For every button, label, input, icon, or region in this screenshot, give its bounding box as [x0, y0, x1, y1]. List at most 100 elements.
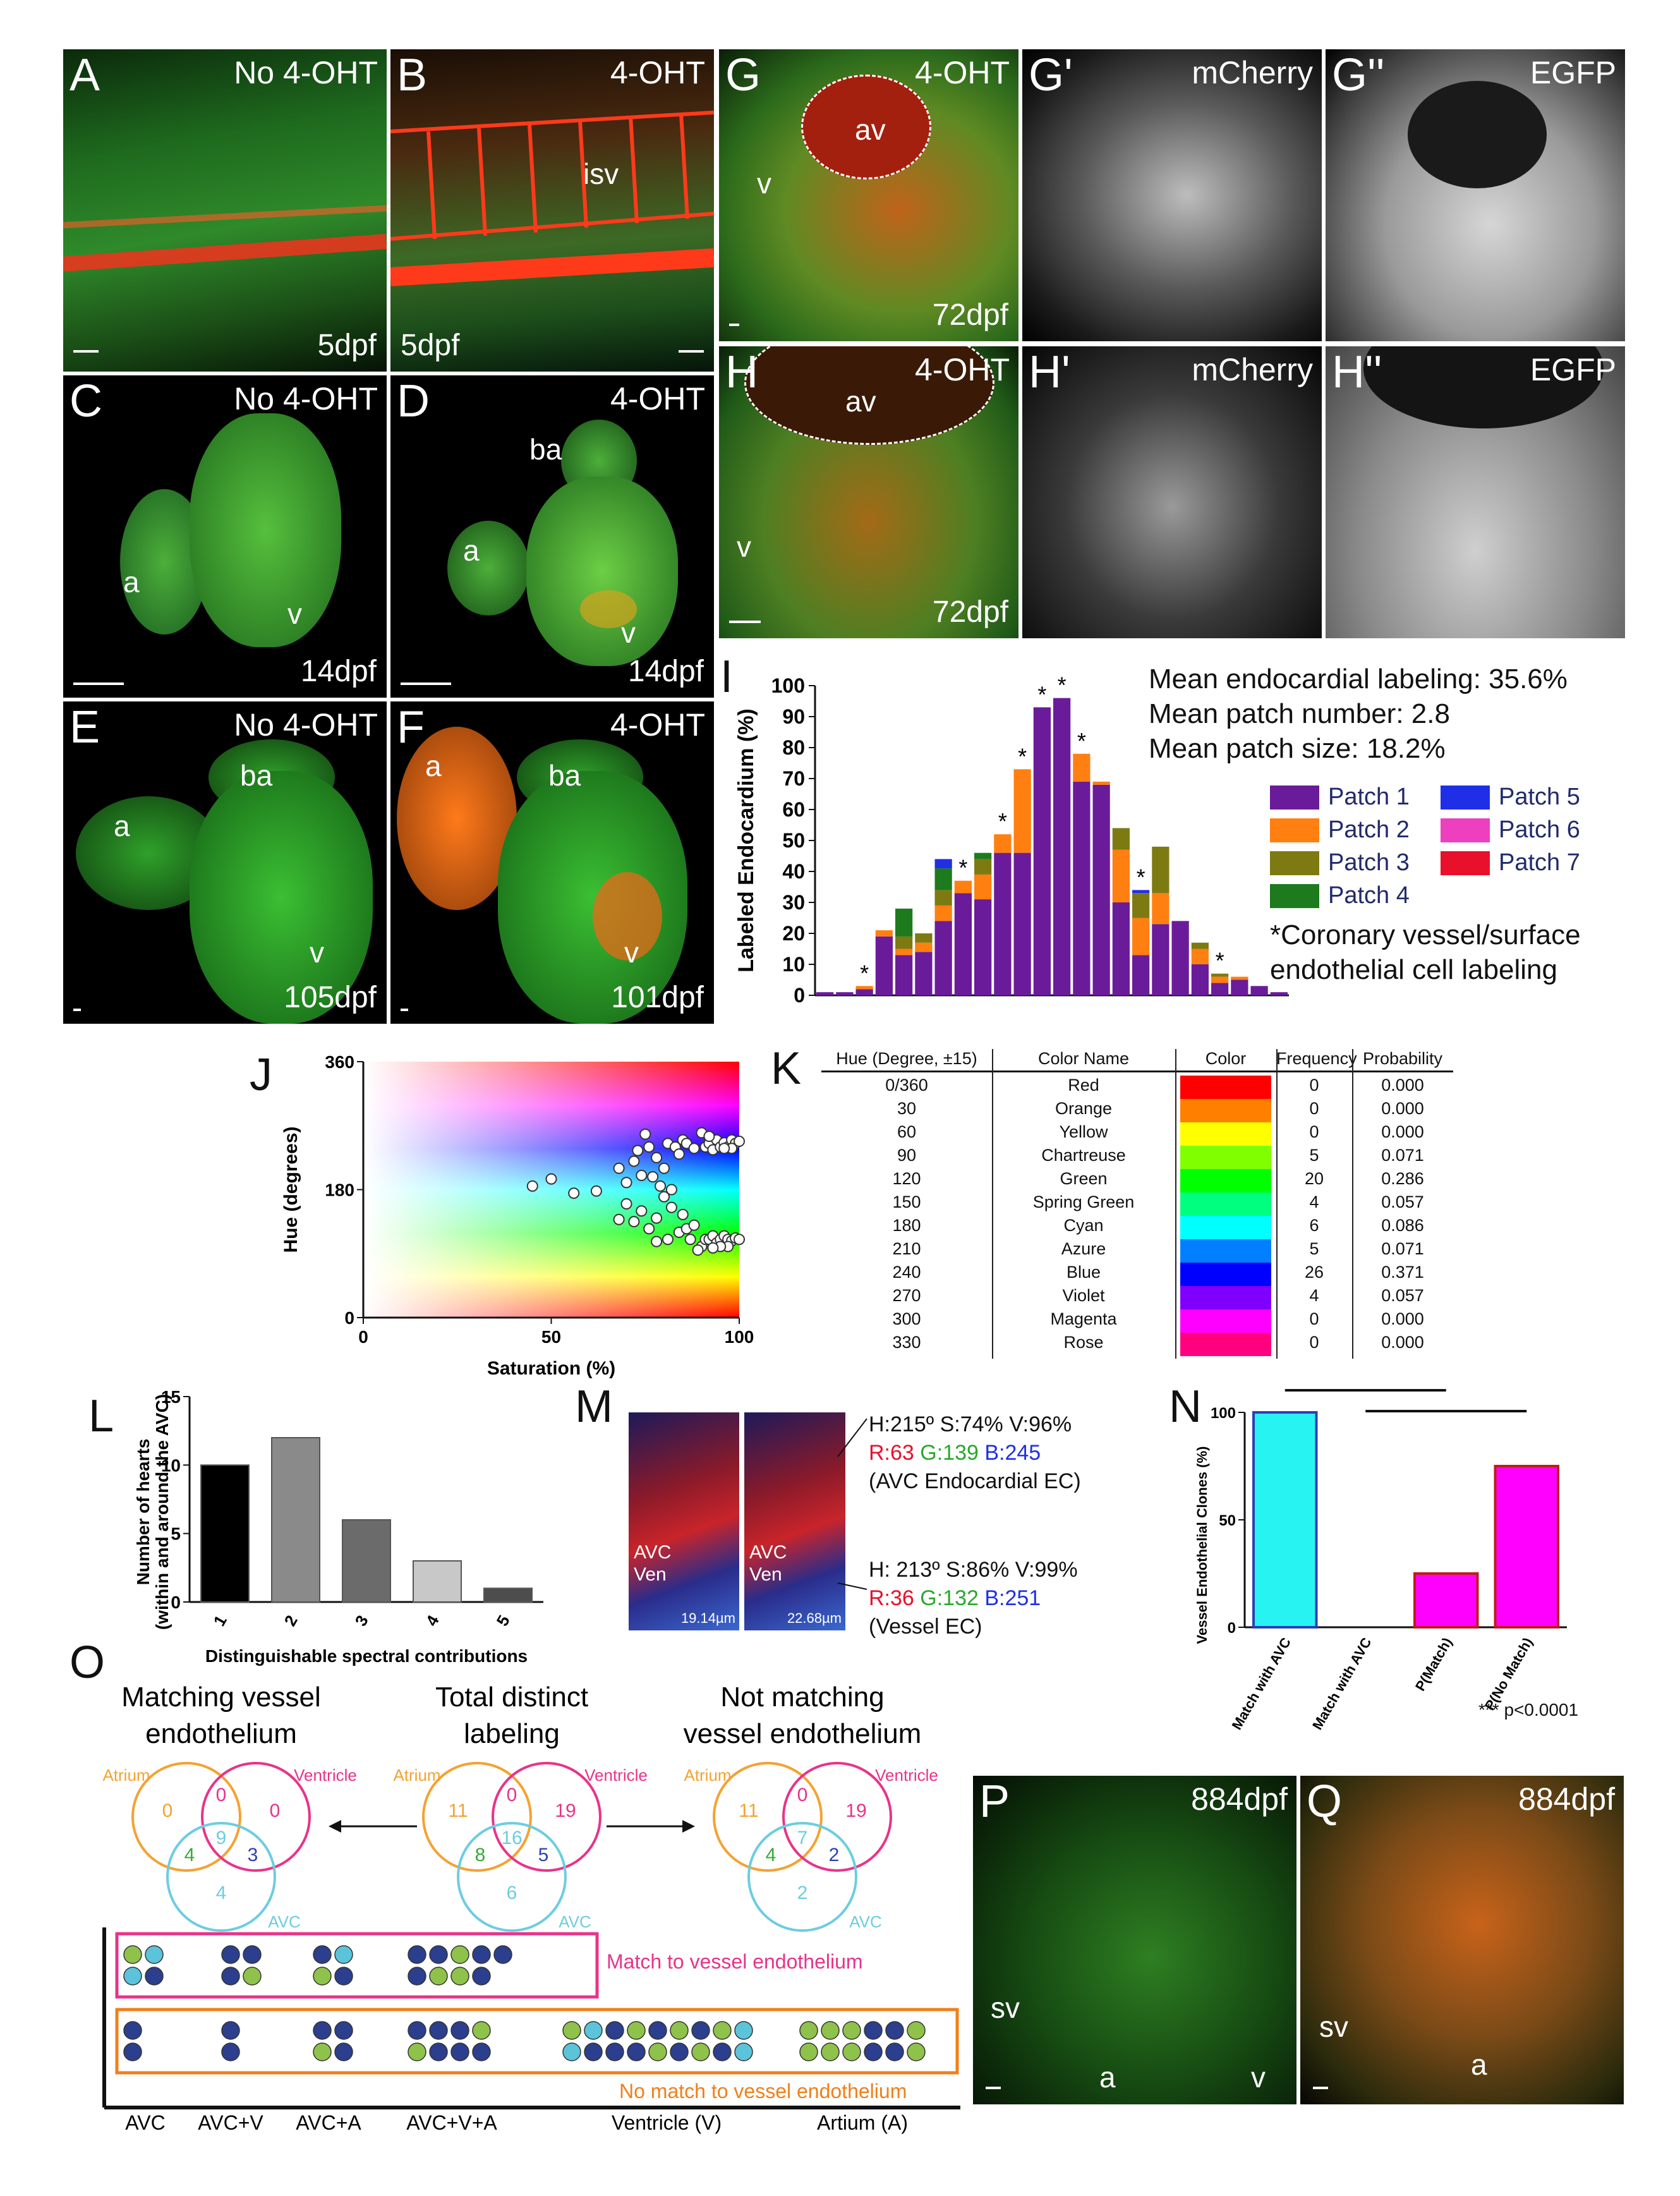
panel-f-image: F 4-OHT 101dpf a ba v	[390, 701, 714, 1024]
color-swatch	[1180, 1286, 1271, 1309]
legend-swatch	[1270, 785, 1319, 810]
bar	[1413, 1572, 1479, 1629]
table-row: 210 Azure 5 0.071	[821, 1239, 1453, 1263]
clone-dot	[221, 1967, 240, 1986]
name-cell: Spring Green	[1032, 1192, 1135, 1211]
atrium-label: Atrium	[393, 1766, 440, 1785]
panel-letter-l: L	[88, 1391, 114, 1441]
bar-segment	[1132, 955, 1150, 995]
ven-label: Ven	[749, 1564, 782, 1585]
x-tick-label: 3	[351, 1612, 372, 1630]
condition-label: No 4-OHT	[234, 707, 378, 743]
data-point	[620, 1198, 632, 1210]
match-label: Match to vessel endothelium	[607, 1950, 863, 1973]
legend-item: Patch 5	[1441, 784, 1580, 811]
bar-segment	[954, 880, 972, 894]
data-point	[684, 1234, 696, 1246]
coronary-star: *	[1216, 948, 1224, 974]
scale-bar	[729, 324, 739, 326]
y-tick-label: 5	[171, 1524, 181, 1544]
data-point	[677, 1208, 689, 1220]
ventricle-label: Ventricle	[875, 1766, 938, 1785]
category-label: AVC+A	[296, 2111, 361, 2134]
bar-segment	[1191, 949, 1209, 964]
legend-label: Patch 1	[1328, 784, 1410, 810]
data-point	[734, 1234, 745, 1246]
bar-segment	[954, 893, 972, 995]
panel-letter: D	[397, 376, 430, 427]
y-tick-label: 60	[782, 798, 805, 821]
hue-cell: 180	[892, 1216, 921, 1235]
panel-letter: G''	[1332, 50, 1385, 100]
bar-segment	[1132, 890, 1150, 894]
panel-c-image: C No 4-OHT 14dpf a v	[63, 375, 387, 698]
panel-letter: C	[69, 376, 102, 427]
condition-label: 4-OHT	[915, 55, 1010, 90]
y-tick-label: 20	[782, 922, 805, 945]
data-point	[665, 1184, 677, 1196]
clone-dot	[221, 2021, 240, 2040]
legend-swatch	[1441, 785, 1490, 810]
bar-segment	[1231, 976, 1248, 980]
scale-bar	[73, 350, 99, 353]
age-label: 105dpf	[284, 981, 377, 1014]
legend-label: Patch 3	[1328, 849, 1410, 876]
atrium-circle	[422, 1762, 532, 1872]
bar-segment	[994, 834, 1012, 853]
data-point	[707, 1242, 719, 1254]
clone-dot	[334, 2021, 353, 2040]
age-label: 14dpf	[627, 655, 704, 688]
atrium-circle	[131, 1762, 241, 1872]
y-axis-label: Number of hearts	[133, 1439, 153, 1586]
data-point	[639, 1128, 651, 1140]
coronary-star: *	[998, 808, 1007, 834]
coronary-star: *	[860, 960, 869, 986]
panel-letter-i: I	[720, 652, 734, 702]
name-cell: Cyan	[1063, 1216, 1104, 1235]
bar-segment	[855, 989, 873, 995]
age-label: 72dpf	[932, 298, 1008, 332]
color-swatch	[1180, 1263, 1271, 1286]
y-tick-label: 10	[161, 1455, 181, 1475]
ventricle-circle	[201, 1762, 311, 1872]
data-point	[651, 1212, 663, 1224]
clone-dot	[713, 2042, 732, 2061]
clone-dot	[221, 1945, 240, 1964]
clone-dot	[243, 1967, 262, 1986]
avc-only-count: 2	[797, 1883, 808, 1903]
clone-dot	[243, 1945, 262, 1964]
data-point	[658, 1162, 670, 1174]
legend-label: Patch 5	[1499, 784, 1580, 810]
atrium-label: a	[425, 749, 442, 782]
clone-dot	[123, 2042, 142, 2061]
x-tick-label: 1	[210, 1612, 231, 1630]
atrium-label: Atrium	[102, 1766, 150, 1785]
data-point	[665, 1201, 677, 1213]
ventricle-label: v	[287, 597, 302, 630]
bar-segment	[1231, 980, 1248, 995]
scale-label: 19.14µm	[680, 1610, 735, 1626]
panel-g1-image: G' mCherry	[1022, 49, 1322, 341]
data-point	[734, 1136, 745, 1147]
category-label: Ventricle (V)	[612, 2111, 722, 2134]
header-rule	[821, 1071, 1453, 1072]
name-cell: Red	[1068, 1076, 1099, 1095]
data-point	[673, 1148, 685, 1160]
clone-dot	[584, 2021, 603, 2040]
atrium-ventricle-count: 0	[216, 1785, 227, 1805]
header-cell: Color Name	[1037, 1049, 1130, 1068]
legend-swatch	[1270, 883, 1319, 908]
clone-dot	[734, 2021, 753, 2040]
x-tick-label: Match with AVC	[1229, 1635, 1295, 1732]
ventricle-avc-count: 3	[248, 1845, 258, 1865]
ventricle-circle	[492, 1762, 601, 1872]
clone-dot	[885, 2042, 904, 2061]
table-row: 300 Magenta 0 0.000	[821, 1309, 1453, 1333]
atrium-only-count: 11	[739, 1800, 758, 1821]
probability-cell: 0.057	[1381, 1192, 1424, 1211]
scale-bar	[986, 2087, 1001, 2089]
avc-rgb: R:63 G:139 B:245	[869, 1441, 1041, 1465]
scale-bar	[1313, 2087, 1328, 2089]
clone-dot	[885, 2021, 904, 2040]
panel-p-image: P 884dpf sv a v	[973, 1776, 1296, 2104]
